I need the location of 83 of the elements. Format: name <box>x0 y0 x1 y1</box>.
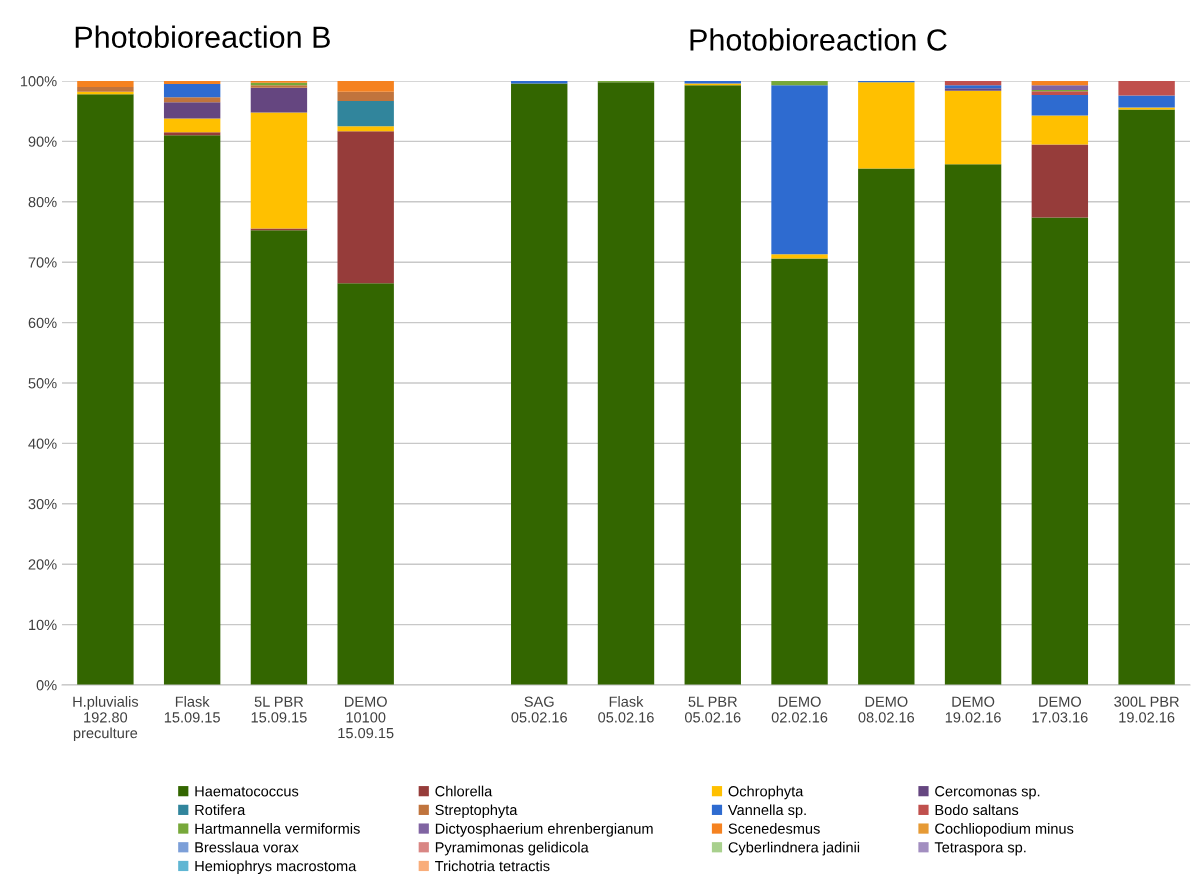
y-tick-label: 60% <box>28 317 57 329</box>
x-tick-label: 300L PBR 19.02.16 <box>1114 696 1179 723</box>
x-tick-label: DEMO 10100 15.09.15 <box>338 696 394 739</box>
legend-label: Rotifera <box>195 804 246 816</box>
bar <box>771 254 828 259</box>
bar <box>944 90 1002 165</box>
bar <box>771 81 828 86</box>
legend-label: Pyramimonas gelidicola <box>435 841 589 856</box>
y-tick-label: 90% <box>28 136 57 147</box>
legend-label: Trichotria tetractis <box>435 860 550 872</box>
bar <box>337 283 394 685</box>
bar <box>771 85 828 255</box>
legend-label: Bodo saltans <box>935 804 1019 816</box>
bar <box>163 118 221 133</box>
bar <box>77 87 134 92</box>
y-tick-label: 20% <box>28 559 57 570</box>
legend-label: Chlorella <box>435 785 493 797</box>
x-tick-label: DEMO 17.03.16 <box>1032 696 1088 723</box>
bar <box>944 164 1002 685</box>
legend-label: Haematococcus <box>195 786 299 797</box>
legend-label: Cyberlindnera jadinii <box>728 841 860 856</box>
bar <box>1031 217 1089 685</box>
bar <box>858 82 915 169</box>
bar <box>1031 115 1089 145</box>
legend-label: Streptophyta <box>435 804 518 818</box>
bar <box>337 131 394 284</box>
x-tick-label: 5L PBR 05.02.16 <box>684 696 741 723</box>
bar <box>1031 85 1089 91</box>
bar <box>163 97 221 103</box>
bar <box>250 112 308 229</box>
y-tick-label: 80% <box>28 196 57 208</box>
x-tick-label: Flask 05.02.16 <box>598 696 654 723</box>
bar <box>163 132 221 136</box>
legend-label: Scenedesmus <box>728 823 820 834</box>
bar <box>337 126 394 132</box>
bar <box>337 91 394 101</box>
bar <box>163 102 221 119</box>
bar <box>250 230 308 685</box>
y-tick-label: 10% <box>29 619 57 631</box>
legend-label: Cercomonas sp. <box>935 786 1040 800</box>
bar <box>337 100 394 127</box>
y-tick-label: 100% <box>20 76 57 87</box>
x-tick-label: DEMO 08.02.16 <box>858 696 915 723</box>
legend-label: Vannella sp. <box>727 804 806 818</box>
bar <box>163 84 221 98</box>
x-tick-label: 5L PBR 15.09.15 <box>251 696 307 723</box>
bar <box>337 81 394 92</box>
legend-label: Hartmannella vermiformis <box>195 823 360 834</box>
y-tick-label: 40% <box>28 438 57 449</box>
legend-label: Bresslaua vorax <box>195 841 299 853</box>
bar <box>1118 81 1175 96</box>
bar <box>771 258 828 685</box>
legend-label: Ochrophyta <box>728 785 804 800</box>
bar <box>77 81 134 88</box>
y-tick-label: 70% <box>28 257 57 268</box>
chart-title: Photobioreaction B <box>75 25 330 48</box>
legend-label: Dictyosphaerium ehrenbergianum <box>435 823 653 837</box>
y-tick-label: 0% <box>36 680 57 691</box>
bar <box>250 87 308 113</box>
text: Photobioreaction C <box>690 28 947 51</box>
y-tick-label: 30% <box>28 498 57 510</box>
x-tick-label: H.pluvialis 192.80 preculture <box>73 696 139 742</box>
bar <box>1031 81 1089 86</box>
bar <box>944 81 1002 86</box>
x-tick-label: DEMO 19.02.16 <box>945 696 1001 723</box>
bar <box>511 83 568 685</box>
bar <box>858 168 915 685</box>
bar <box>684 85 741 685</box>
bar <box>77 94 134 685</box>
bar <box>1118 109 1175 685</box>
bar <box>1118 95 1175 108</box>
bar <box>597 82 655 685</box>
bar <box>1031 144 1089 218</box>
bar <box>1031 94 1089 116</box>
x-tick-label: Flask 15.09.15 <box>164 696 220 723</box>
bar <box>163 81 221 85</box>
y-tick-label: 50% <box>28 378 57 389</box>
bar <box>163 135 221 685</box>
x-tick-label: DEMO 02.02.16 <box>771 696 828 723</box>
legend-label: Tetraspora sp. <box>934 842 1026 856</box>
legend-label: Hemiophrys macrostoma <box>195 860 357 875</box>
x-tick-label: SAG 05.02.16 <box>511 696 567 723</box>
legend-label: Cochliopodium minus <box>935 823 1074 837</box>
